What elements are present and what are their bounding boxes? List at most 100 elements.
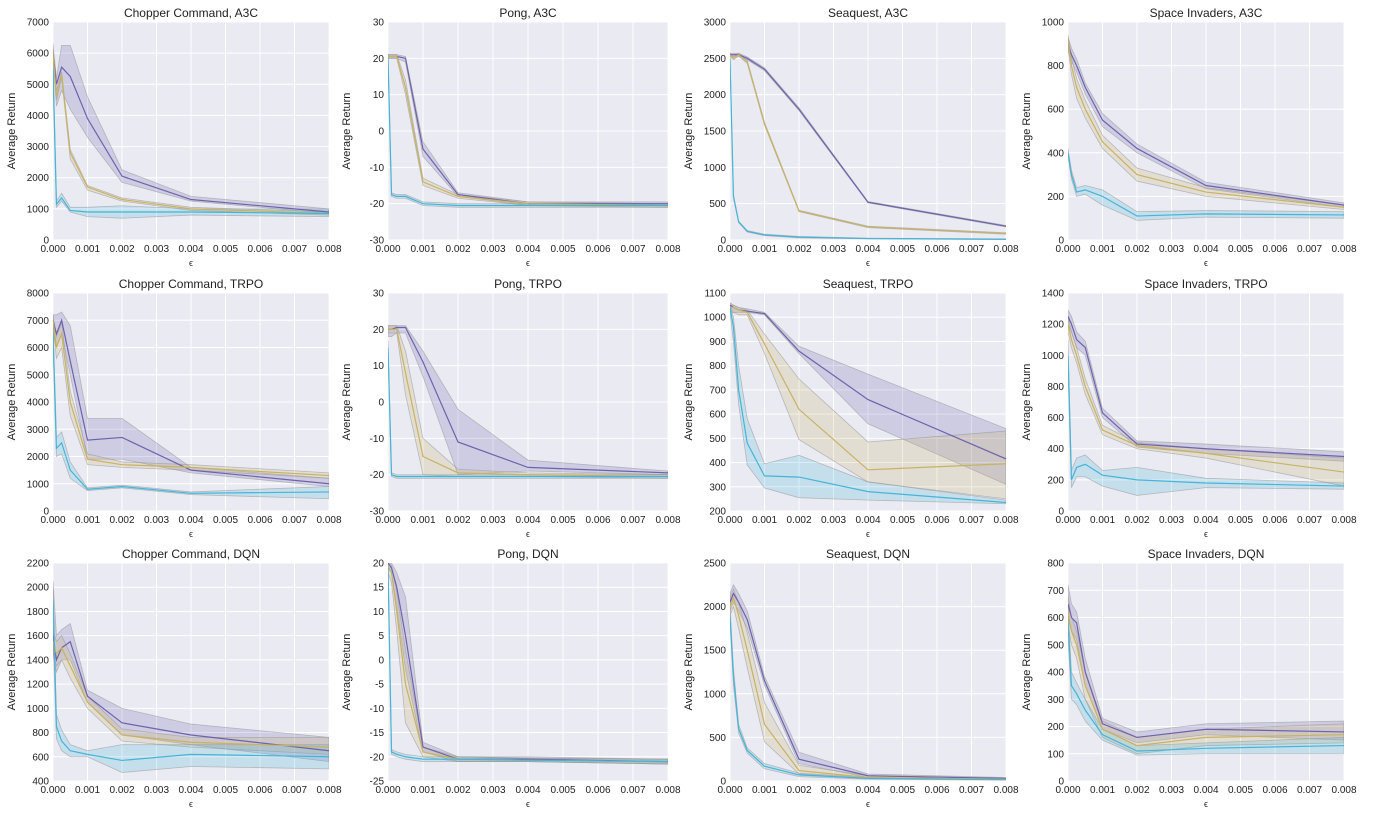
x-tick-label: 0.003 — [1159, 244, 1184, 255]
x-tick-label: 0.004 — [515, 515, 540, 526]
subplot: 0.000 0.001 0.002 0.003 0.004 0.005 0.006 0.007… — [683, 277, 1019, 539]
y-tick-label: 2000 — [27, 173, 50, 184]
series-line-purple — [1068, 603, 1344, 739]
y-tick-label: 8000 — [27, 289, 50, 300]
series-line-cyan — [1068, 355, 1344, 487]
subplot: 0.000 0.001 0.002 0.003 0.004 0.005 0.006 0.007… — [6, 277, 342, 539]
confidence-band-cyan — [1068, 148, 1344, 221]
confidence-band-purple — [53, 581, 329, 763]
y-tick-label: 0 — [43, 236, 49, 247]
x-tick-label: 0.007 — [959, 515, 984, 526]
subplot-title: Space Invaders, DQN — [1148, 547, 1265, 561]
x-axis-label: ϵ — [189, 799, 193, 809]
y-axis-label: Average Return — [341, 93, 353, 170]
y-tick-label: 1800 — [27, 607, 50, 618]
confidence-band-gold — [53, 314, 329, 479]
x-tick-label: 0.002 — [109, 785, 134, 796]
y-tick-label: 15 — [373, 583, 385, 594]
y-tick-label: 100 — [1047, 749, 1064, 760]
subplot-title: Pong, DQN — [497, 547, 558, 561]
subplot: 0.000 0.001 0.002 0.003 0.004 0.005 0.006 0.007… — [1021, 6, 1357, 268]
x-tick-label: 0.002 — [786, 244, 811, 255]
y-tick-label: 3000 — [27, 425, 50, 436]
x-axis-label: ϵ — [189, 529, 193, 539]
series-line-gold — [1068, 324, 1344, 473]
x-tick-label: 0.006 — [924, 515, 949, 526]
x-tick-label: 0.000 — [40, 515, 65, 526]
confidence-band-gold — [388, 54, 668, 208]
x-tick-label: 0.008 — [655, 244, 680, 255]
x-tick-label: 0.006 — [585, 785, 610, 796]
y-tick-label: -30 — [370, 507, 385, 518]
x-axis-label: ϵ — [866, 799, 870, 809]
x-tick-label: 0.006 — [585, 244, 610, 255]
y-axis-label: Average Return — [1021, 634, 1033, 711]
y-tick-label: 0 — [378, 655, 384, 666]
series-group — [730, 302, 1006, 505]
x-tick-label: 0.006 — [247, 785, 272, 796]
subplot: 0.000 0.001 0.002 0.003 0.004 0.005 0.006 0.007… — [683, 6, 1019, 268]
y-tick-label: 0 — [378, 398, 384, 409]
y-tick-label: 0 — [43, 507, 49, 518]
x-tick-label: 0.008 — [655, 785, 680, 796]
series-line-purple — [388, 563, 668, 763]
y-axis-label: Average Return — [6, 364, 18, 441]
y-tick-label: 2000 — [704, 602, 727, 613]
series-line-purple — [53, 53, 329, 213]
x-tick-label: 0.008 — [993, 515, 1018, 526]
y-tick-label: 1000 — [27, 704, 50, 715]
confidence-band-cyan — [1068, 339, 1344, 496]
y-tick-label: 300 — [1047, 695, 1064, 706]
x-axis-label: ϵ — [1204, 529, 1208, 539]
x-tick-label: 0.004 — [1193, 244, 1218, 255]
confidence-band-cyan — [388, 563, 668, 765]
x-tick-label: 0.001 — [410, 244, 435, 255]
series-line-gold — [53, 53, 329, 215]
y-tick-label: 800 — [1047, 382, 1064, 393]
y-tick-label: 0 — [720, 777, 726, 788]
y-tick-label: 500 — [709, 434, 726, 445]
y-tick-label: 500 — [709, 733, 726, 744]
x-tick-label: 0.000 — [717, 785, 742, 796]
subplot: 0.000 0.001 0.002 0.003 0.004 0.005 0.006 0.007… — [1021, 547, 1357, 809]
y-tick-label: 0 — [378, 127, 384, 138]
y-tick-label: 5000 — [27, 80, 50, 91]
confidence-band-cyan — [388, 340, 668, 479]
y-tick-label: 0 — [1058, 777, 1064, 788]
y-tick-label: 3000 — [27, 142, 50, 153]
y-tick-label: 10 — [373, 607, 385, 618]
confidence-band-gold — [388, 563, 668, 765]
x-axis-label: ϵ — [189, 258, 193, 268]
x-tick-label: 0.002 — [445, 515, 470, 526]
y-tick-label: 2500 — [704, 54, 727, 65]
y-tick-label: 400 — [709, 458, 726, 469]
y-axis-label: Average Return — [1021, 364, 1033, 441]
x-tick-label: 0.003 — [821, 785, 846, 796]
series-line-gold — [1068, 611, 1344, 747]
x-tick-label: 0.007 — [620, 515, 645, 526]
x-tick-label: 0.005 — [550, 244, 575, 255]
x-tick-label: 0.000 — [1055, 785, 1080, 796]
y-tick-label: -10 — [370, 704, 385, 715]
x-tick-label: 0.001 — [410, 515, 435, 526]
confidence-band-purple — [1068, 37, 1344, 208]
x-tick-label: 0.004 — [855, 785, 880, 796]
series-line-gold — [388, 55, 668, 207]
y-tick-label: 1000 — [1042, 351, 1065, 362]
y-tick-label: -20 — [370, 199, 385, 210]
x-tick-label: 0.001 — [1090, 515, 1115, 526]
y-tick-label: 20 — [373, 54, 385, 65]
x-tick-label: 0.008 — [1331, 515, 1356, 526]
x-tick-label: 0.000 — [375, 785, 400, 796]
series-line-purple — [1068, 316, 1344, 458]
confidence-band-cyan — [53, 587, 329, 773]
y-tick-label: 10 — [373, 361, 385, 372]
y-tick-label: -20 — [370, 470, 385, 481]
x-tick-label: 0.000 — [40, 785, 65, 796]
x-axis-label: ϵ — [526, 258, 530, 268]
subplot: 0.000 0.001 0.002 0.003 0.004 0.005 0.006 0.007… — [341, 6, 681, 268]
confidence-band-gold — [730, 52, 1006, 235]
x-tick-label: 0.006 — [924, 244, 949, 255]
y-tick-label: 200 — [1047, 192, 1064, 203]
y-tick-label: 4000 — [27, 398, 50, 409]
